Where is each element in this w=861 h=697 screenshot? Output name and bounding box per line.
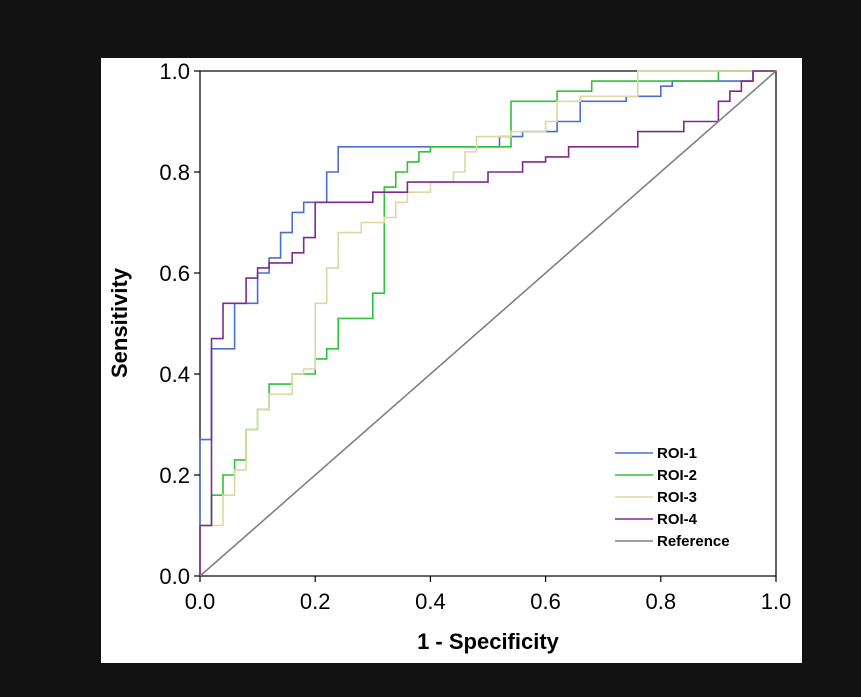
y-tick-label: 1.0 [159, 59, 190, 84]
legend-label-roi-2: ROI-2 [657, 467, 697, 484]
series-line-roi-3 [199, 70, 776, 576]
series-line-roi-2 [199, 70, 776, 576]
legend-label-roi-3: ROI-3 [657, 489, 697, 506]
tick-layer: 0.0 0.2 0.4 0.6 0.8 1.0 0.0 0.2 0.4 0.6 0.8 1.0 [159, 59, 791, 614]
y-axis-title: Sensitivity [107, 267, 132, 378]
roc-chart: 0.0 0.2 0.4 0.6 0.8 1.0 0.0 0.2 0.4 0.6 0.8 1.0 1 -… [107, 59, 791, 654]
x-tick-label: 0.0 [185, 589, 216, 614]
legend-label-roi-4: ROI-4 [657, 511, 698, 528]
series-line-roi-4 [199, 70, 776, 576]
x-tick-label: 0.2 [300, 589, 331, 614]
legend-label-roi-1: ROI-1 [657, 445, 697, 462]
x-tick-label: 1.0 [761, 589, 792, 614]
x-tick-label: 0.8 [646, 589, 677, 614]
y-tick-label: 0.0 [159, 564, 190, 589]
legend-label-reference: Reference [657, 533, 730, 550]
series-line-roi-1 [199, 70, 776, 576]
chart-panel: 0.0 0.2 0.4 0.6 0.8 1.0 0.0 0.2 0.4 0.6 0.8 1.0 1 -… [101, 58, 802, 663]
y-tick-label: 0.8 [159, 160, 190, 185]
x-tick-label: 0.6 [530, 589, 561, 614]
x-axis-title: 1 - Specificity [417, 629, 560, 654]
y-tick-label: 0.4 [159, 362, 190, 387]
y-tick-label: 0.6 [159, 261, 190, 286]
x-tick-label: 0.4 [415, 589, 446, 614]
series-layer [199, 70, 777, 577]
series-line-reference [199, 70, 777, 577]
y-tick-label: 0.2 [159, 463, 190, 488]
legend: ROI-1 ROI-2 ROI-3 ROI-4 Reference [615, 445, 730, 550]
